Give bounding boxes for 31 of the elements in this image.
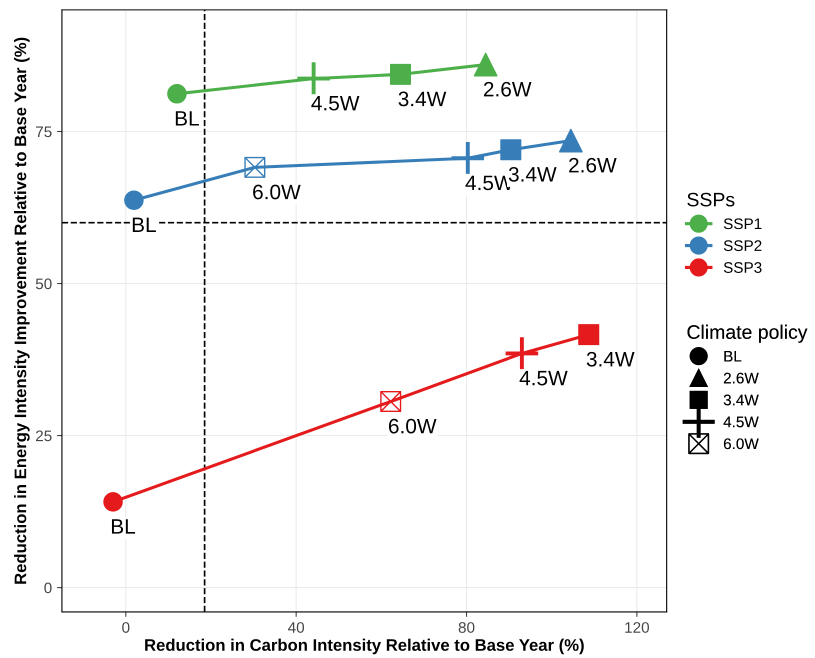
annotation: 4.5W xyxy=(520,370,568,386)
text: 3.4W xyxy=(724,394,759,406)
x-tick-label: 0 xyxy=(122,622,130,633)
legend-label: SSP1 xyxy=(724,218,762,230)
text: 4.5W xyxy=(723,416,759,428)
legend-label: SSP3 xyxy=(724,262,762,273)
text: 2.6W xyxy=(724,372,759,384)
annotation: BL xyxy=(112,519,136,534)
y-tick-label: 75 xyxy=(36,126,52,138)
x-tick-label: 80 xyxy=(458,622,474,633)
y-tick-label: 50 xyxy=(36,278,52,290)
text: 6.0W xyxy=(724,438,759,450)
text: BL xyxy=(724,350,742,362)
x-tick-label: 120 xyxy=(625,622,650,633)
y-axis-title: Reduction in Energy Intensity Improvement Relative to Base Year (%) xyxy=(14,38,30,584)
annotation: 3.4W xyxy=(586,352,635,367)
x-axis-title: Reduction in Carbon Intensity Relative to Base Year (%) xyxy=(145,638,584,654)
x-tick-label: 40 xyxy=(288,622,304,633)
annotation: 4.5W xyxy=(311,96,360,111)
annotation: BL xyxy=(132,218,156,232)
annotation: 6.0W xyxy=(253,184,301,200)
annotation: 2.6W xyxy=(569,158,617,173)
text: SSPs xyxy=(687,192,734,206)
y-tick-label: 0 xyxy=(44,582,52,594)
legend-label: SSP2 xyxy=(724,240,762,252)
annotation: BL xyxy=(176,111,199,126)
annotation: 3.4W xyxy=(398,92,446,106)
text: Climate policy xyxy=(687,324,808,343)
annotation: 2.6W xyxy=(484,82,532,97)
y-tick-label: 25 xyxy=(36,430,52,442)
annotation: 6.0W xyxy=(388,418,436,434)
